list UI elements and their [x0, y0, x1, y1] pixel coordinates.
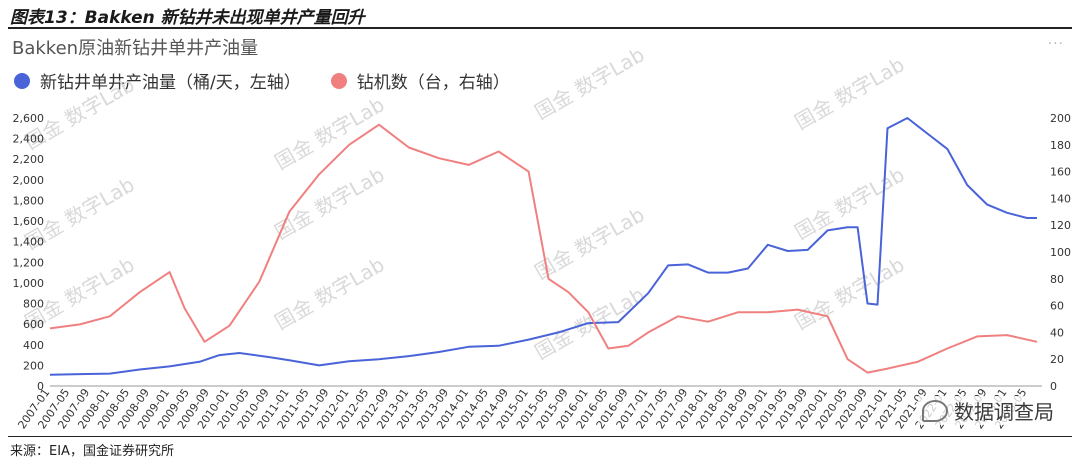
chart-title: Bakken原油新钻井单井产油量 [12, 38, 259, 59]
legend-item-rigs[interactable]: 钻机数（台，右轴） [330, 68, 510, 93]
y-right-tick-label: 20 [1050, 353, 1064, 366]
brand-badge: 数据调查局 [918, 396, 1058, 425]
y-left-tick-label: 200 [23, 359, 44, 372]
top-rule [8, 27, 1072, 29]
watermark-text: 国金 数字Lab [791, 52, 909, 134]
legend-dot-red [330, 72, 347, 89]
watermark-text: 国金 数字Lab [791, 252, 909, 334]
y-left-tick-label: 400 [23, 339, 44, 352]
watermark-text: 国金 数字Lab [791, 162, 909, 244]
y-right-tick-label: 120 [1050, 219, 1071, 232]
y-right-tick-label: 160 [1050, 166, 1071, 179]
series-line-production [49, 117, 1037, 376]
series-line-rigs [49, 123, 1038, 374]
y-left-tick-label: 1,000 [13, 277, 45, 290]
y-left-tick-label: 2,600 [13, 112, 45, 125]
source-note: 来源：EIA，国金证券研究所 [10, 444, 174, 459]
y-right-tick-label: 180 [1050, 139, 1071, 152]
y-left-tick-label: 2,000 [13, 174, 45, 187]
y-right-tick-label: 60 [1050, 300, 1064, 313]
bottom-rule [8, 436, 1072, 437]
brand-label: 数据调查局 [954, 400, 1054, 424]
y-left-tick-label: 0 [37, 380, 44, 393]
legend: 新钻井单井产油量（桶/天，左轴） 钻机数（台，右轴） [14, 68, 510, 93]
more-dots-icon[interactable]: ··· [1047, 36, 1064, 52]
y-right-tick-label: 0 [1050, 380, 1057, 393]
figure-title: 图表13：Bakken 新钻井未出现单井产量回升 [10, 8, 365, 28]
y-left-tick-label: 600 [23, 318, 44, 331]
legend-label-production: 新钻井单井产油量（桶/天，左轴） [40, 73, 301, 93]
y-left-tick-label: 1,400 [13, 236, 45, 249]
y-right-tick-label: 40 [1050, 326, 1064, 339]
watermark-text: 国金 数字Lab [271, 162, 389, 244]
y-right-tick-label: 200 [1050, 112, 1071, 125]
legend-label-rigs: 钻机数（台，右轴） [356, 73, 510, 93]
y-left-tick-label: 2,200 [13, 153, 45, 166]
y-left-tick-label: 800 [23, 298, 44, 311]
y-left-tick-label: 1,200 [13, 256, 45, 269]
watermark-text: 国金 数字Lab [531, 42, 649, 124]
y-right-tick-label: 80 [1050, 273, 1064, 286]
legend-item-production[interactable]: 新钻井单井产油量（桶/天，左轴） [14, 68, 301, 93]
y-left-tick-label: 1,800 [13, 194, 45, 207]
y-left-tick-label: 1,600 [13, 215, 45, 228]
legend-dot-blue [14, 72, 30, 89]
wechat-icon [922, 399, 948, 422]
y-right-tick-label: 140 [1050, 192, 1071, 205]
watermark-text: 国金 数字Lab [271, 92, 389, 174]
y-left-tick-label: 2,400 [13, 133, 45, 146]
watermark-text: 国金 数字Lab [271, 252, 389, 334]
y-right-tick-label: 100 [1050, 246, 1071, 259]
